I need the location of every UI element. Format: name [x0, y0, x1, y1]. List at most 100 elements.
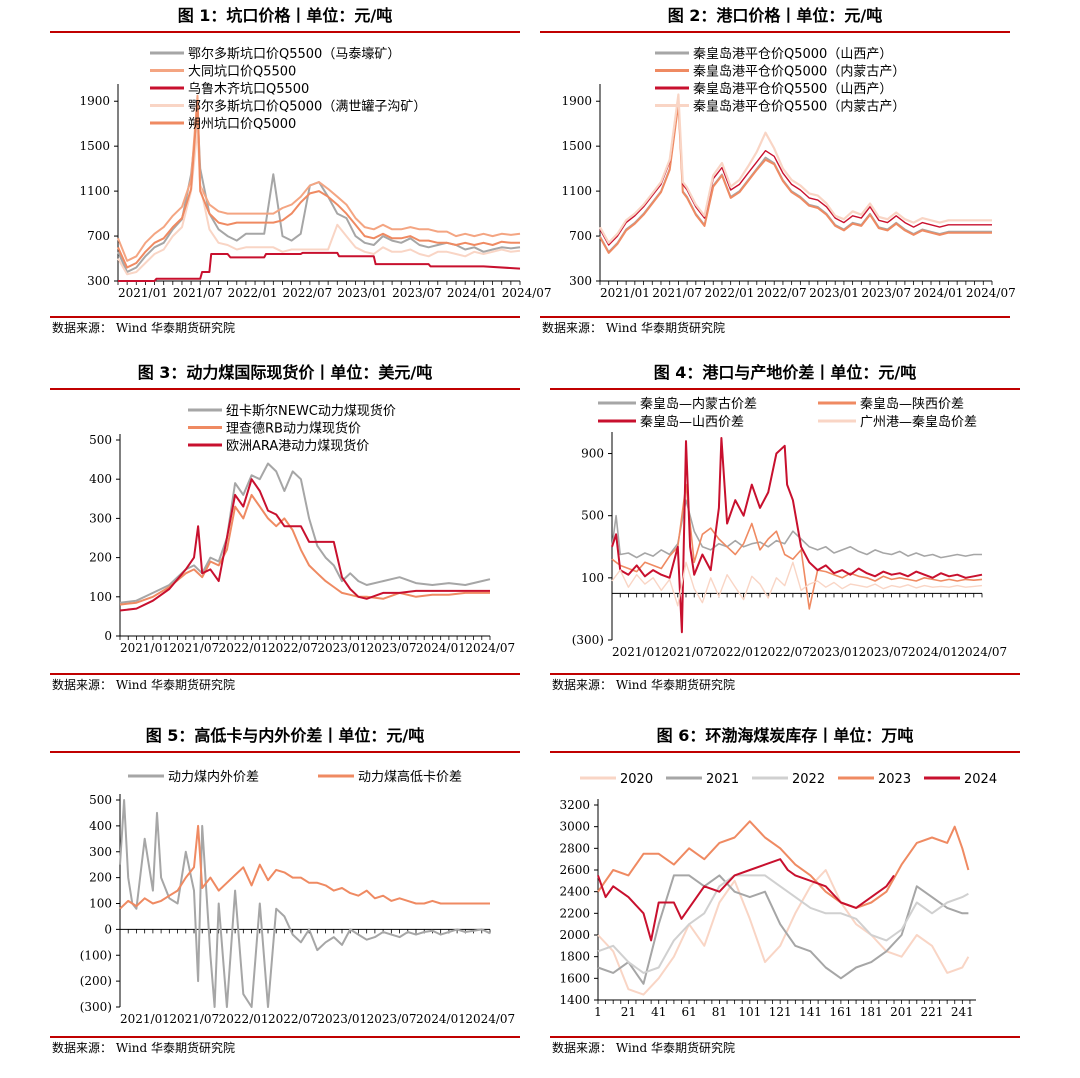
series-line [599, 93, 992, 244]
x-tick-label: 1 [594, 1005, 602, 1019]
x-tick-label: 61 [681, 1005, 696, 1019]
y-tick-label: 2000 [559, 928, 590, 942]
y-tick-label: 500 [89, 433, 112, 447]
legend-label: 2023 [878, 772, 911, 787]
legend-label: 秦皇岛—山西价差 [640, 414, 744, 430]
x-tick-label: 2021/01 [600, 286, 650, 300]
y-tick-label: 1500 [561, 139, 592, 153]
chart-fig6: 1400 1600 1800 2000 2200 2400 2600 2800 3000 3200… [559, 772, 997, 1019]
x-tick-label: 2024/01 [416, 1012, 466, 1026]
y-tick-label: (100) [80, 948, 112, 962]
x-tick-label: 2024/01 [447, 286, 497, 300]
x-tick-label: 201 [890, 1005, 913, 1019]
x-tick-label: 2022/07 [268, 1012, 318, 1026]
footer-rule [540, 316, 1010, 318]
y-tick-label: 1400 [559, 993, 590, 1007]
x-tick-label: 141 [799, 1005, 822, 1019]
series-line [119, 799, 491, 1008]
y-tick-label: 2400 [559, 885, 590, 899]
chart-title: 图 5：高低卡与内外价差丨单位：元/吨 [145, 726, 425, 745]
y-tick-label: 300 [89, 511, 112, 525]
x-tick-label: 2023/07 [367, 641, 417, 655]
x-tick-label: 121 [769, 1005, 792, 1019]
x-tick-label: 2021/07 [169, 641, 219, 655]
y-tick-label: 400 [89, 472, 112, 486]
series-line [597, 874, 969, 985]
series-line [599, 100, 992, 253]
series-line [117, 128, 521, 276]
x-tick-label: 2023/01 [337, 286, 387, 300]
footer-rule [550, 673, 1020, 675]
series-line [119, 462, 491, 604]
x-tick-label: 2023/07 [861, 286, 911, 300]
x-tick-label: 2021/07 [652, 286, 702, 300]
legend-label: 秦皇岛港平仓价Q5000（山西产） [693, 46, 892, 62]
panel-fig3: 图 3：动力煤国际现货价丨单位：美元/吨 0 100 200 300 400 500 202… [50, 362, 520, 702]
x-tick-label: 2022/07 [268, 641, 318, 655]
y-tick-label: 0 [104, 922, 112, 936]
y-tick-label: 2800 [559, 841, 590, 855]
legend-label: 秦皇岛—陕西价差 [860, 396, 964, 412]
x-tick-label: 2021/01 [120, 641, 170, 655]
y-tick-label: 300 [87, 274, 110, 288]
x-tick-label: 2021/01 [118, 286, 168, 300]
x-tick-label: 2022/07 [760, 645, 810, 659]
x-tick-label: 241 [951, 1005, 974, 1019]
y-tick-label: 700 [569, 229, 592, 243]
series-line [118, 251, 521, 282]
x-tick-label: 2023/01 [317, 641, 367, 655]
series-line [117, 100, 520, 269]
footer-rule [50, 1036, 520, 1038]
y-tick-label: 1100 [561, 184, 592, 198]
y-tick-label: 400 [89, 819, 112, 833]
x-tick-label: 2021/07 [169, 1012, 219, 1026]
source-note: 数据来源： Wind 华泰期货研究院 [52, 678, 236, 692]
title-rule [50, 388, 520, 390]
series-line [611, 437, 983, 634]
y-tick-label: 300 [569, 274, 592, 288]
legend-label: 秦皇岛—内蒙古价差 [640, 396, 757, 412]
footer-rule [50, 673, 520, 675]
x-tick-label: 101 [738, 1005, 761, 1019]
legend-label: 秦皇岛港平仓价Q5000（内蒙古产） [693, 64, 905, 80]
x-tick-label: 2021/07 [661, 645, 711, 659]
legend-label: 广州港—秦皇岛价差 [860, 414, 977, 430]
y-tick-label: 200 [89, 551, 112, 565]
y-tick-label: 1900 [79, 94, 110, 108]
y-tick-label: 500 [581, 509, 604, 523]
panel-fig2: 图 2：港口价格丨单位：元/吨 300 700 1100 1500 1900 2021/0… [540, 5, 1016, 345]
legend-label: 动力煤高低卡价差 [358, 769, 462, 785]
y-tick-label: 100 [89, 590, 112, 604]
chart-title: 图 1：坑口价格丨单位：元/吨 [177, 6, 393, 25]
x-tick-label: 81 [712, 1005, 727, 1019]
legend-label: 鄂尔多斯坑口价Q5500（马泰壕矿） [188, 46, 400, 62]
source-note: 数据来源： Wind 华泰期货研究院 [542, 321, 726, 335]
series-line [599, 102, 992, 254]
x-tick-label: 2022/01 [705, 286, 755, 300]
y-tick-label: 1900 [561, 94, 592, 108]
legend-label: 朔州坑口价Q5000 [188, 117, 296, 132]
legend-label: 动力煤内外价差 [168, 769, 259, 785]
legend-label: 欧洲ARA港动力煤现货价 [226, 438, 369, 454]
series-line [597, 858, 895, 942]
x-tick-label: 2024/07 [465, 1012, 515, 1026]
source-note: 数据来源： Wind 华泰期货研究院 [52, 1041, 236, 1055]
x-tick-label: 2022/01 [219, 1012, 269, 1026]
panel-fig6: 图 6：环渤海煤炭库存丨单位：万吨 1400 1600 1800 2000 2200 24… [550, 725, 1020, 1065]
series-line [611, 561, 983, 607]
series-line [597, 869, 970, 996]
x-tick-label: 2024/07 [465, 641, 515, 655]
y-tick-label: 1100 [79, 184, 110, 198]
x-tick-label: 2024/01 [416, 641, 466, 655]
y-tick-label: 700 [87, 229, 110, 243]
x-tick-label: 2021/07 [173, 286, 223, 300]
chart-fig2: 300 700 1100 1500 1900 2021/01 2021/07 2022/01 2… [561, 46, 1015, 300]
x-tick-label: 161 [829, 1005, 852, 1019]
y-tick-label: 100 [89, 897, 112, 911]
series-line [119, 493, 490, 606]
legend-label: 鄂尔多斯坑口价Q5000（满世罐子沟矿） [188, 99, 426, 115]
x-tick-label: 2024/01 [908, 645, 958, 659]
x-tick-label: 2022/07 [282, 286, 332, 300]
x-tick-label: 2021/01 [120, 1012, 170, 1026]
